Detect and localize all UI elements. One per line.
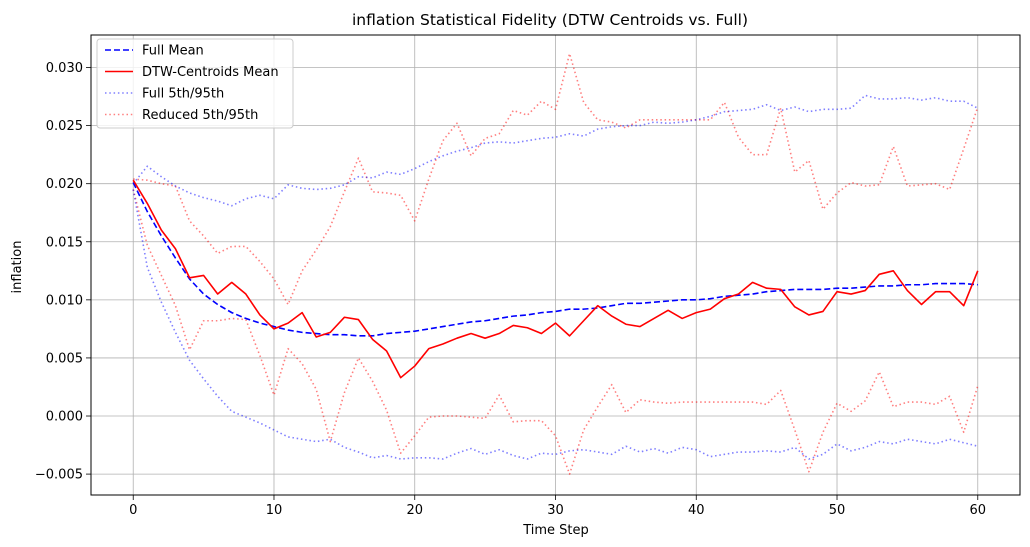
y-tick-label: 0.015 — [46, 235, 83, 250]
x-tick-label: 60 — [969, 503, 986, 518]
x-tick-label: 40 — [688, 503, 705, 518]
y-tick-label: 0.010 — [46, 293, 83, 308]
series-reduced-5th-95th-line — [133, 52, 979, 306]
chart-title: inflation Statistical Fidelity (DTW Cent… — [352, 11, 748, 29]
series-full-5th-95th-line — [132, 94, 979, 207]
y-axis: −0.005 0.000 0.005 0.010 0.015 0.020 0.025 0.03… — [35, 61, 91, 483]
legend-label: DTW-Centroids Mean — [142, 65, 279, 80]
y-tick-label: −0.005 — [35, 468, 83, 483]
grid — [91, 35, 1020, 495]
x-axis: 0 10 20 30 40 50 60 — [129, 495, 986, 518]
x-axis-label: Time Step — [522, 523, 589, 538]
series-layer — [132, 52, 979, 475]
y-tick-label: 0.025 — [46, 119, 83, 134]
y-axis-label: inflation — [10, 241, 25, 294]
series-full-5th-95th-lower-line — [132, 189, 978, 460]
legend-label: Full 5th/95th — [142, 87, 224, 102]
series-dtw-centroids-mean-line — [132, 179, 979, 379]
legend-label: Reduced 5th/95th — [142, 108, 258, 123]
series-full-mean-line — [132, 182, 978, 337]
x-tick-label: 30 — [547, 503, 564, 518]
legend: Full Mean DTW-Centroids Mean Full 5th/95th… — [96, 38, 294, 129]
y-tick-label: 0.030 — [46, 61, 83, 76]
y-tick-label: 0.005 — [46, 351, 83, 366]
x-tick-label: 50 — [829, 503, 846, 518]
y-tick-label: 0.000 — [46, 410, 83, 425]
x-tick-label: 10 — [266, 503, 283, 518]
x-tick-label: 20 — [406, 503, 423, 518]
y-tick-label: 0.020 — [46, 177, 83, 192]
legend-label: Full Mean — [142, 44, 204, 59]
legend-box — [96, 38, 294, 129]
x-tick-label: 0 — [129, 503, 137, 518]
